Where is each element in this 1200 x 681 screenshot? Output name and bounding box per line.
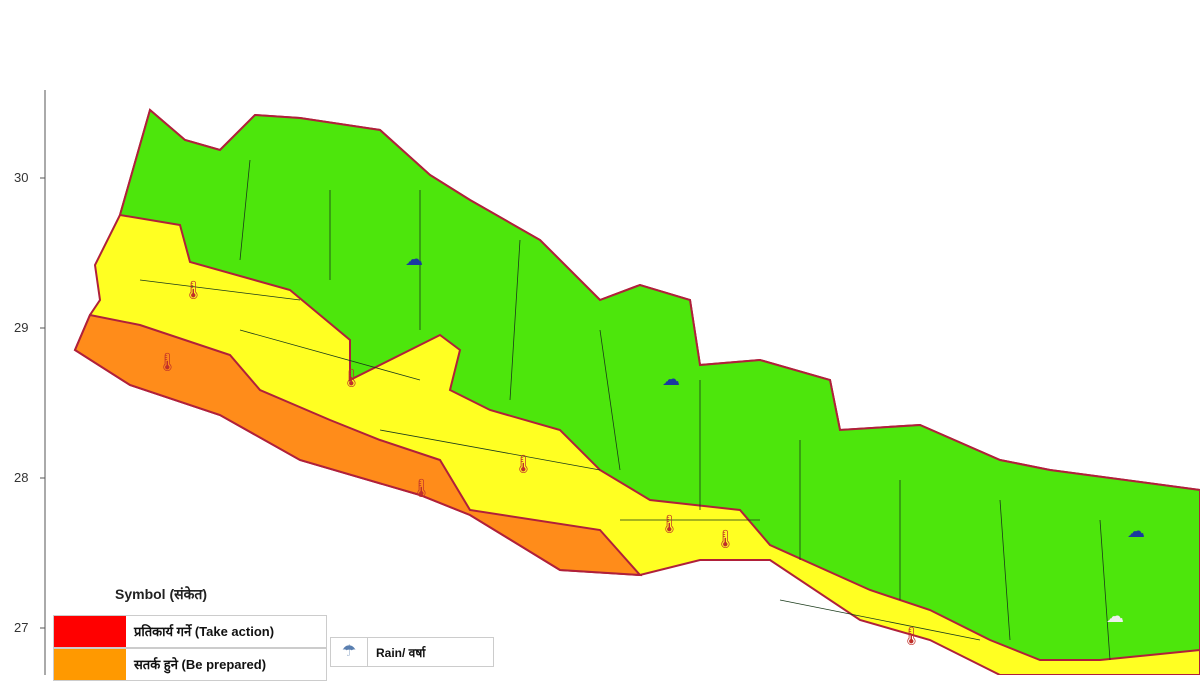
snow-storm-icon: ☁ [662,369,680,389]
y-tick-label: 29 [14,320,29,335]
rain-cloud-icon: ☂ [331,638,368,666]
map-weather-icons: ☁ ☁ ☁ ☁ 🌡 🌡 🌡 🌡 🌡 🌡 🌡 🌡 [156,249,1145,646]
legend-row-take-action: प्रतिकार्य गर्ने (Take action) [53,615,327,648]
snow-storm-icon: ☁ [405,249,423,269]
y-axis-ticks [40,177,45,629]
orange-region [73,313,643,577]
legend-title: Symbol (संकेत) [115,586,207,602]
legend-symbol-rain: ☂ Rain/ वर्षा [330,637,494,667]
cold-wave-icon: 🌡 [714,529,737,549]
legend-swatch-red [54,616,126,647]
rain-cloud-icon: ☁ [1106,606,1124,626]
green-region [118,108,1200,661]
y-tick-label: 30 [14,170,29,185]
heat-thermometer-icon: 🌡 [182,280,205,300]
legend-label: प्रतिकार्य गर्ने (Take action) [134,624,275,639]
legend-row-be-prepared: सतर्क हुने (Be prepared) [53,648,327,681]
heat-thermometer-icon: 🌡 [410,478,433,498]
legend-label: सतर्क हुने (Be prepared) [134,657,267,672]
cold-wave-icon: 🌡 [900,626,923,646]
cold-wave-icon: 🌡 [340,368,363,388]
legend-swatch-orange [54,649,126,680]
snow-storm-icon: ☁ [1127,521,1145,541]
heat-thermometer-icon: 🌡 [156,352,179,372]
legend-symbol-label: Rain/ वर्षा [376,646,426,660]
y-tick-label: 27 [14,620,29,635]
district-borders [139,159,1111,661]
y-tick-label: 28 [14,470,29,485]
cold-wave-icon: 🌡 [512,454,535,474]
cold-wave-icon: 🌡 [658,514,681,534]
